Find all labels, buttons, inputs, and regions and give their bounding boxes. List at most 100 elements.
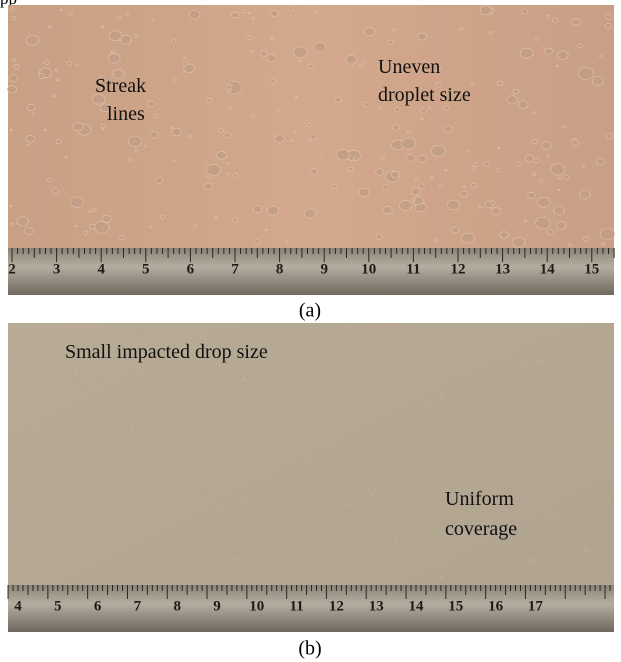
droplet (138, 441, 139, 442)
droplet (287, 367, 290, 369)
droplet (271, 38, 274, 40)
droplet (141, 567, 142, 568)
droplet (547, 155, 549, 157)
droplet (95, 549, 97, 551)
droplet (105, 521, 108, 523)
droplet (89, 211, 92, 213)
droplet (568, 243, 572, 246)
droplet (590, 351, 592, 352)
droplet (344, 463, 347, 465)
droplet (221, 509, 223, 511)
ruler-number: 17 (528, 598, 544, 614)
droplet (331, 500, 334, 502)
droplet (109, 379, 112, 381)
droplet (270, 79, 275, 83)
droplet (309, 337, 312, 339)
droplet (202, 400, 203, 401)
droplet (446, 464, 449, 466)
droplet (152, 19, 154, 21)
droplet (168, 474, 171, 476)
droplet (253, 443, 256, 445)
droplet (356, 426, 358, 428)
ruler-number: 13 (495, 261, 510, 277)
droplet (375, 406, 378, 408)
droplet (154, 114, 158, 117)
droplet (553, 18, 558, 22)
droplet (227, 107, 231, 110)
droplet (219, 406, 221, 408)
droplet (601, 228, 615, 239)
droplet (324, 338, 325, 339)
droplet (578, 44, 583, 48)
droplet (79, 334, 80, 335)
droplet (515, 500, 519, 503)
droplet (427, 352, 429, 353)
droplet (193, 500, 194, 501)
droplet (219, 129, 224, 133)
ruler-number: 11 (290, 598, 304, 614)
droplet (175, 529, 178, 531)
droplet (366, 370, 369, 372)
ruler-number: 8 (173, 598, 181, 614)
droplet (605, 23, 611, 28)
droplet (536, 217, 551, 229)
droplet (403, 369, 405, 371)
droplet (457, 339, 459, 340)
droplet (73, 123, 83, 131)
droplet (328, 375, 330, 377)
droplet (9, 75, 18, 82)
droplet (393, 125, 400, 131)
ruler-number: 6 (94, 598, 102, 614)
droplet (420, 118, 423, 120)
droplet (510, 550, 513, 553)
ruler-number: 6 (187, 261, 195, 277)
droplet (142, 329, 146, 332)
droplet (38, 513, 40, 515)
droplet (498, 147, 500, 149)
droplet (101, 25, 104, 27)
droplet (54, 379, 57, 381)
droplet (546, 358, 549, 360)
droplet (375, 540, 378, 543)
droplet (557, 189, 559, 191)
droplet (15, 576, 16, 577)
droplet (499, 400, 502, 403)
droplet (370, 494, 372, 496)
droplet (266, 374, 269, 376)
droplet (453, 542, 456, 545)
droplet (495, 578, 497, 580)
droplet (184, 433, 186, 435)
droplet (173, 160, 175, 162)
droplet (237, 559, 238, 560)
droplet (383, 206, 393, 214)
droplet (214, 518, 215, 519)
droplet (231, 12, 238, 18)
ruler-number: 11 (406, 261, 420, 277)
droplet (520, 48, 533, 58)
droplet (78, 384, 80, 386)
droplet (109, 31, 122, 41)
droplet (334, 574, 337, 577)
droplet (20, 358, 23, 360)
droplet (518, 554, 520, 555)
droplet (268, 428, 270, 429)
droplet (260, 51, 267, 56)
ruler-number: 12 (329, 598, 344, 614)
droplet (468, 149, 470, 151)
droplet (363, 542, 365, 544)
annotation-line: droplet size (378, 84, 471, 106)
droplet (177, 379, 180, 382)
droplet (379, 107, 381, 109)
droplet (447, 200, 459, 210)
droplet (586, 378, 589, 381)
droplet (420, 109, 426, 114)
droplet (152, 482, 155, 485)
droplet (425, 441, 428, 443)
droplet (513, 457, 515, 458)
droplet (519, 333, 523, 336)
droplet (500, 232, 508, 239)
droplet (582, 165, 584, 167)
droplet (251, 50, 253, 52)
droplet (348, 167, 353, 171)
droplet (62, 330, 66, 333)
